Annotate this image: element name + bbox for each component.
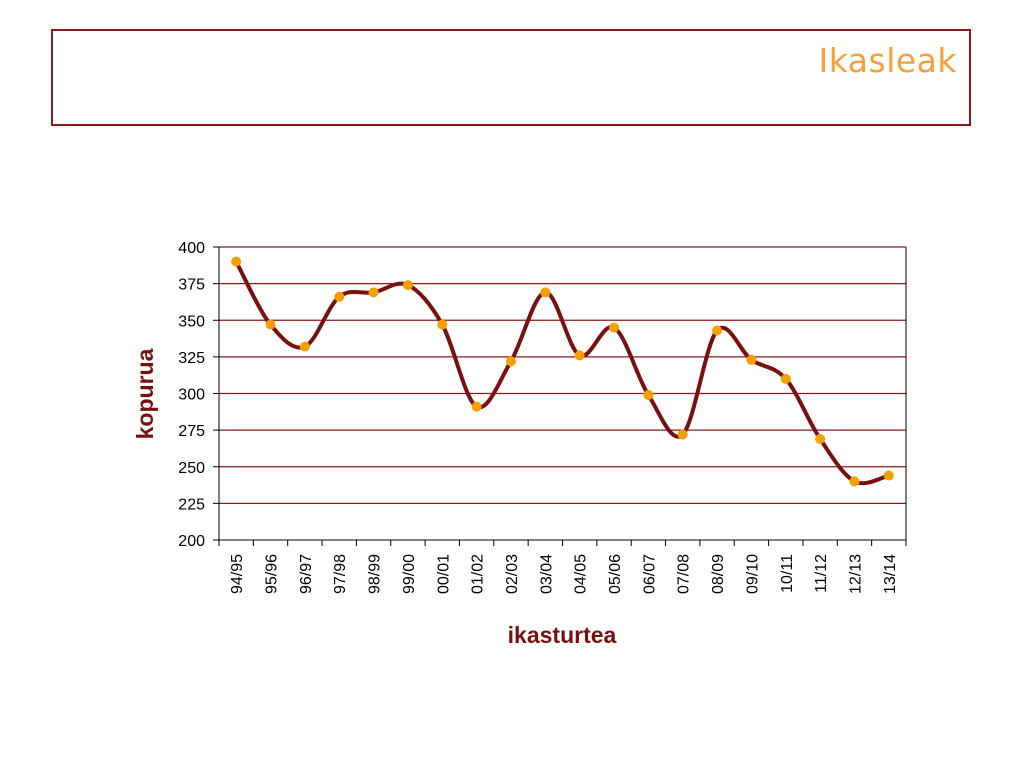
y-tick-label-350: 350 <box>178 313 205 330</box>
data-point-05-06 <box>609 322 620 333</box>
data-point-02-03 <box>505 356 516 367</box>
x-axis-title: ikasturtea <box>508 622 617 648</box>
y-tick-label-300: 300 <box>178 387 205 404</box>
data-point-97-98 <box>334 291 345 302</box>
x-tick-label-11-12: 11/12 <box>813 554 830 593</box>
data-point-11-12 <box>815 433 826 444</box>
x-tick-label-95-96: 95/96 <box>264 554 281 594</box>
y-tick-label-400: 400 <box>178 240 205 257</box>
y-tick-label-250: 250 <box>178 460 205 477</box>
data-point-07-08 <box>677 429 688 440</box>
data-point-09-10 <box>746 354 757 365</box>
x-tick-label-07-08: 07/08 <box>676 554 693 594</box>
gridlines <box>219 246 906 504</box>
data-point-00-01 <box>437 319 448 330</box>
x-tick-label-05-06: 05/06 <box>607 554 624 594</box>
data-point-95-96 <box>265 319 276 330</box>
x-tick-label-12-13: 12/13 <box>847 554 864 594</box>
x-tick-label-03-04: 03/04 <box>538 554 555 594</box>
x-tick-label-01-02: 01/02 <box>470 554 487 594</box>
y-tick-label-325: 325 <box>178 350 205 367</box>
data-point-08-09 <box>712 325 723 336</box>
x-tick-label-02-03: 02/03 <box>504 554 521 594</box>
data-point-01-02 <box>471 401 482 412</box>
series-line-layer <box>234 260 890 486</box>
x-tick-label-98-99: 98/99 <box>367 554 384 594</box>
data-point-99-00 <box>402 280 413 291</box>
data-point-94-95 <box>231 256 242 267</box>
data-points <box>231 256 894 487</box>
slide-title: Ikasleak <box>818 41 957 80</box>
data-point-04-05 <box>574 350 585 361</box>
x-tick-label-09-10: 09/10 <box>744 554 761 594</box>
title-frame: Ikasleak <box>51 29 971 126</box>
data-point-98-99 <box>368 287 379 298</box>
data-point-10-11 <box>780 373 791 384</box>
x-tick-label-99-00: 99/00 <box>401 554 418 594</box>
x-tick-label-97-98: 97/98 <box>332 554 349 594</box>
x-tick-label-13-14: 13/14 <box>882 554 899 594</box>
x-tick-label-96-97: 96/97 <box>298 554 315 594</box>
y-tick-label-225: 225 <box>178 496 205 513</box>
series-line-0 <box>234 260 890 486</box>
x-tick-label-08-09: 08/09 <box>710 554 727 594</box>
y-tick-label-200: 200 <box>178 533 205 550</box>
y-tick-labels: 200 225 250 275 300 325 350 375 400 <box>178 240 205 550</box>
y-axis-title: kopurua <box>132 348 158 439</box>
x-tick-label-94-95: 94/95 <box>229 554 246 594</box>
x-tick-label-04-05: 04/05 <box>573 554 590 594</box>
x-tick-labels: 94/95 95/96 96/97 97/98 98/99 99/00 00/01 01/02… <box>229 554 899 594</box>
data-point-96-97 <box>299 341 310 352</box>
axes <box>213 246 907 546</box>
x-tick-label-00-01: 00/01 <box>435 554 452 594</box>
data-point-12-13 <box>849 476 860 487</box>
data-point-03-04 <box>540 287 551 298</box>
data-point-13-14 <box>883 470 894 481</box>
x-tick-label-06-07: 06/07 <box>641 554 658 594</box>
y-tick-label-275: 275 <box>178 423 205 440</box>
data-point-06-07 <box>643 389 654 400</box>
x-tick-label-10-11: 10/11 <box>779 554 796 593</box>
y-tick-label-375: 375 <box>178 277 205 294</box>
